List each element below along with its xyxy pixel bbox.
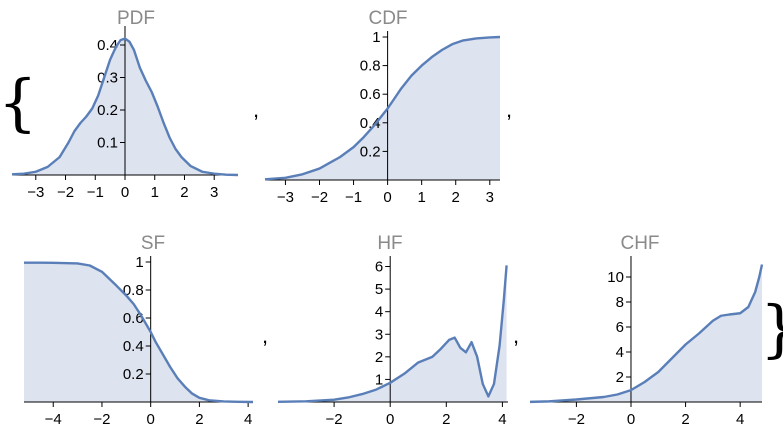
y-tick-label: 0.6 <box>123 310 144 327</box>
separator-comma: , <box>513 323 519 348</box>
x-tick-label: −4 <box>45 411 62 428</box>
y-tick-label: 0.4 <box>97 37 118 54</box>
x-tick-label: 1 <box>417 189 425 206</box>
x-tick-label: 0 <box>147 411 155 428</box>
x-tick-label: 2 <box>681 411 689 428</box>
x-tick-label: 4 <box>244 411 252 428</box>
y-tick-label: 0.2 <box>123 366 144 383</box>
x-tick-label: −2 <box>568 411 585 428</box>
y-tick-label: 0.2 <box>360 143 381 160</box>
area-fill <box>278 265 507 402</box>
y-tick-label: 0.1 <box>97 135 118 152</box>
close-brace: } <box>760 292 783 365</box>
x-tick-label: −2 <box>326 411 343 428</box>
chart-title: PDF <box>117 8 155 29</box>
series-line <box>277 265 508 403</box>
x-tick-label: 3 <box>210 184 218 201</box>
y-tick-label: 0.2 <box>97 102 118 119</box>
y-tick-label: 2 <box>375 349 383 366</box>
x-tick-label: −3 <box>27 184 44 201</box>
sf-chart: −4 −2 0 2 4 0.2 0.4 0.6 0.8 1SF <box>24 233 254 428</box>
y-tick-label: 0.6 <box>360 86 381 103</box>
y-tick-label: 0.3 <box>97 70 118 87</box>
x-tick-label: −1 <box>345 189 362 206</box>
y-tick-label: 10 <box>607 269 624 286</box>
y-tick-label: 0.8 <box>123 282 144 299</box>
series-line <box>264 35 501 181</box>
pdf-chart: −3 −2 −1 0 1 2 3 0.1 0.2 0.3 0.4 PDF <box>11 8 239 201</box>
chf-chart: −2 0 2 4 2 4 6 8 10 CHF <box>529 233 764 428</box>
y-tick-label: 3 <box>375 326 383 343</box>
x-tick-label: −2 <box>311 189 328 206</box>
x-tick-label: 0 <box>627 411 635 428</box>
y-tick-label: 4 <box>616 344 624 361</box>
x-tick-label: 4 <box>736 411 744 428</box>
y-tick-label: 0.4 <box>360 115 381 132</box>
x-tick-label: 3 <box>486 189 494 206</box>
series-line <box>24 261 254 404</box>
y-tick-label: 6 <box>616 319 624 336</box>
area-fill <box>24 262 253 402</box>
x-tick-label: 1 <box>151 184 159 201</box>
separator-comma: , <box>506 97 512 122</box>
x-tick-label: 2 <box>180 184 188 201</box>
chart-title: SF <box>141 233 165 254</box>
hf-chart: −2 0 2 4 1 2 3 4 5 6 HF <box>277 233 508 428</box>
x-tick-label: 0 <box>383 189 391 206</box>
y-tick-label: 0.4 <box>123 338 144 355</box>
area-fill <box>530 264 762 402</box>
area-fill <box>265 37 500 180</box>
series-line <box>529 264 764 404</box>
series-line <box>11 37 239 177</box>
x-tick-label: 4 <box>498 411 506 428</box>
chart-title: CDF <box>368 8 407 29</box>
y-tick-label: 6 <box>375 259 383 276</box>
x-tick-label: −2 <box>93 411 110 428</box>
separator-comma: , <box>253 97 259 122</box>
y-tick-label: 4 <box>375 304 383 321</box>
x-tick-label: −2 <box>57 184 74 201</box>
y-tick-label: 0.8 <box>360 58 381 75</box>
x-tick-label: 2 <box>195 411 203 428</box>
y-tick-label: 8 <box>616 294 624 311</box>
chart-title: HF <box>377 233 402 254</box>
y-tick-label: 1 <box>372 29 380 46</box>
y-tick-label: 2 <box>616 369 624 386</box>
y-tick-label: 1 <box>135 254 143 271</box>
y-tick-label: 5 <box>375 281 383 298</box>
x-tick-label: 0 <box>386 411 394 428</box>
open-brace: { <box>0 66 37 139</box>
y-tick-label: 1 <box>375 371 383 388</box>
chart-title: CHF <box>620 233 659 254</box>
x-tick-label: 2 <box>442 411 450 428</box>
x-tick-label: −3 <box>277 189 294 206</box>
x-tick-label: 2 <box>452 189 460 206</box>
separator-comma: , <box>262 323 268 348</box>
x-tick-label: −1 <box>87 184 104 201</box>
x-tick-label: 0 <box>121 184 129 201</box>
